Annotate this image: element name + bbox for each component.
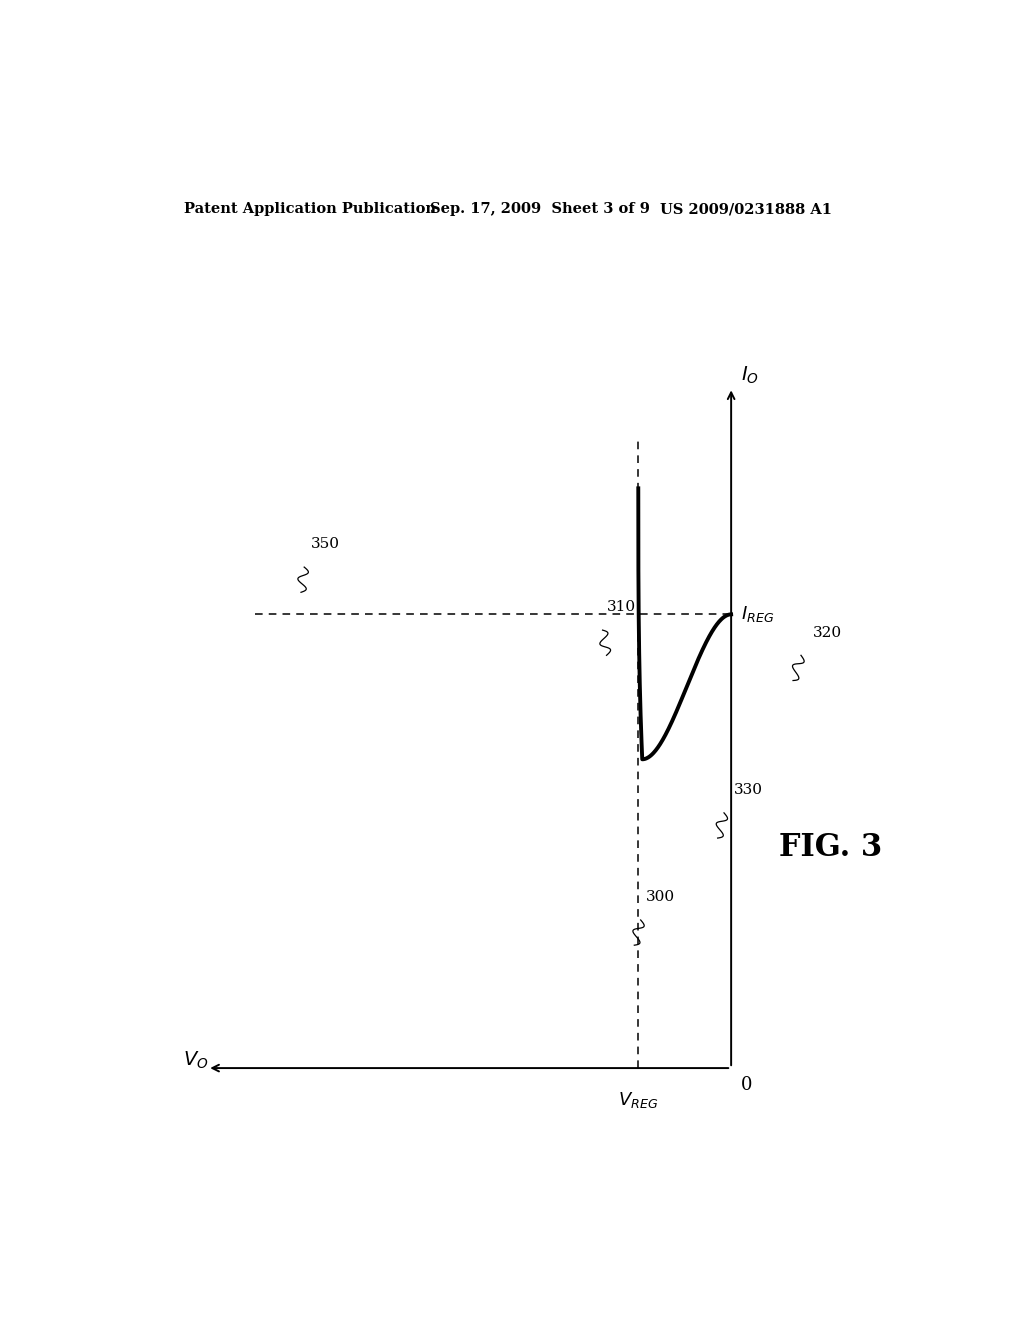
Text: 350: 350	[310, 537, 340, 552]
Text: US 2009/0231888 A1: US 2009/0231888 A1	[659, 202, 831, 216]
Text: Patent Application Publication: Patent Application Publication	[183, 202, 435, 216]
Text: 0: 0	[740, 1076, 753, 1094]
Text: $V_{REG}$: $V_{REG}$	[618, 1090, 658, 1110]
Text: $I_{REG}$: $I_{REG}$	[740, 605, 774, 624]
Text: $I_O$: $I_O$	[740, 364, 759, 385]
Text: 300: 300	[646, 890, 676, 904]
Text: FIG. 3: FIG. 3	[779, 832, 882, 863]
Text: 310: 310	[606, 601, 636, 614]
Text: 330: 330	[733, 783, 763, 797]
Text: Sep. 17, 2009  Sheet 3 of 9: Sep. 17, 2009 Sheet 3 of 9	[430, 202, 649, 216]
Text: 320: 320	[813, 626, 842, 640]
Text: $V_O$: $V_O$	[182, 1049, 208, 1071]
